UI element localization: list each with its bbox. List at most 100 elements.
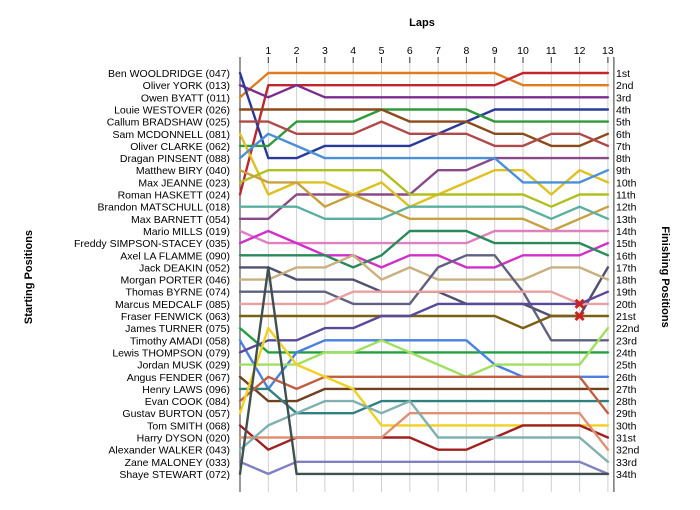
finishing-position-label: 19th: [616, 287, 637, 299]
finishing-position-label: 5th: [616, 117, 631, 129]
driver-label: Jordan MUSK (029): [137, 360, 230, 372]
series-line: [238, 120, 610, 148]
driver-label: Oliver YORK (013): [143, 80, 230, 92]
finishing-position-label: 1st: [616, 68, 630, 80]
finishing-position-label: 15th: [616, 238, 637, 250]
finishing-position-label: 20th: [616, 299, 637, 311]
finishing-position-label: 13th: [616, 214, 637, 226]
finishing-position-label: 16th: [616, 250, 637, 262]
driver-label: Tom SMITH (068): [147, 420, 230, 432]
driver-label: Zane MALONEY (033): [125, 457, 230, 469]
lap-label: 11: [546, 45, 557, 57]
driver-label: Matthew BIRY (040): [136, 165, 230, 177]
series-line: [238, 290, 610, 354]
driver-label: Lewis THOMPSON (079): [112, 347, 230, 359]
series-line: [238, 71, 610, 160]
driver-label: Callum BRADSHAW (025): [107, 117, 230, 129]
lap-label: 8: [463, 45, 469, 57]
finishing-position-label: 31st: [616, 433, 636, 445]
finishing-position-label: 10th: [616, 177, 637, 189]
series-line: [238, 156, 610, 221]
driver-label: Marcus MEDCALF (085): [115, 299, 230, 311]
driver-label: Freddy SIMPSON-STACEY (035): [74, 238, 230, 250]
driver-label: Ben WOOLDRIDGE (047): [108, 68, 230, 80]
finishing-position-label: 7th: [616, 141, 631, 153]
series-line: [238, 168, 610, 208]
driver-label: Roman HASKETT (024): [118, 190, 230, 202]
finishing-position-label: 11th: [616, 190, 636, 202]
driver-label: Timothy AMADI (058): [130, 335, 230, 347]
series-line: [238, 71, 610, 196]
finishing-position-label: 28th: [616, 396, 637, 408]
driver-label: Brandon MATSCHULL (018): [98, 202, 230, 214]
finishing-position-label: 2nd: [616, 80, 634, 92]
driver-label: Harry DYSON (020): [137, 433, 230, 445]
driver-label: Evan COOK (084): [145, 396, 230, 408]
driver-label: Mario MILLS (019): [143, 226, 230, 238]
series-line: [238, 205, 610, 221]
series-line: [238, 314, 610, 330]
finishing-position-label: 21st: [616, 311, 636, 323]
finishing-position-label: 12th: [616, 202, 637, 214]
driver-label: Morgan PORTER (046): [120, 275, 230, 287]
series-line: [238, 229, 610, 269]
finishing-position-label: 25th: [616, 360, 637, 372]
driver-label: Henry LAWS (096): [142, 384, 230, 396]
driver-label: Angus FENDER (067): [127, 372, 230, 384]
series-line: [238, 132, 610, 208]
retired-marker: [574, 310, 585, 322]
finishing-position-label: 3rd: [616, 92, 631, 104]
lap-label: 6: [407, 45, 413, 57]
finishing-position-label: 34th: [616, 469, 637, 481]
series-line: [238, 460, 610, 476]
series-line: [238, 254, 610, 342]
series-line: [238, 326, 610, 378]
finishing-position-label: 9th: [616, 165, 631, 177]
lap-label: 12: [574, 45, 586, 57]
series-line: [238, 412, 610, 451]
driver-label: Axel LA FLAMME (090): [120, 250, 230, 262]
driver-label: Max JEANNE (023): [138, 177, 230, 189]
driver-label: Thomas BYRNE (074): [126, 287, 230, 299]
retired-marker: [574, 298, 585, 309]
finishing-position-label: 23rd: [616, 335, 637, 347]
driver-label: Shaye STEWART (072): [119, 469, 230, 481]
finishing-position-label: 24th: [616, 347, 637, 359]
series-line: [238, 375, 610, 415]
series-line: [238, 132, 610, 184]
finishing-position-label: 14th: [616, 226, 637, 238]
driver-label: Louie WESTOVER (026): [114, 104, 230, 116]
driver-label: Gustav BURTON (057): [122, 408, 230, 420]
retired-marker-stroke: [574, 298, 585, 309]
driver-label: Alexander WALKER (043): [108, 445, 230, 457]
y-axis-label-left: Starting Positions: [23, 230, 35, 324]
series-line: [238, 326, 610, 354]
driver-label: Sam MCDONNELL (081): [113, 129, 230, 141]
finishing-position-label: 18th: [616, 275, 637, 287]
series-line: [238, 229, 610, 245]
finishing-position-label: 33rd: [616, 457, 637, 469]
lap-label: 4: [350, 45, 356, 57]
lap-label: 3: [322, 45, 328, 57]
series-line: [238, 108, 610, 148]
driver-label: Fraser FENWICK (063): [121, 311, 230, 323]
driver-label: Oliver CLARKE (062): [130, 141, 230, 153]
series-lines: [238, 71, 610, 476]
lap-label: 7: [435, 45, 441, 57]
lap-label: 2: [294, 45, 300, 57]
lap-label: 13: [602, 45, 614, 57]
lap-label: 9: [492, 45, 498, 57]
series-line: [238, 108, 610, 148]
grid: [239, 57, 615, 492]
finishing-position-label: 6th: [616, 129, 631, 141]
series-line: [238, 399, 610, 463]
series-line: [238, 387, 610, 415]
driver-label: Jack DEAKIN (052): [139, 262, 230, 274]
driver-label: Owen BYATT (011): [141, 92, 230, 104]
series-line: [238, 375, 610, 403]
lap-label: 10: [517, 45, 529, 57]
finishing-position-label: 17th: [616, 262, 637, 274]
series-line: [238, 83, 610, 99]
